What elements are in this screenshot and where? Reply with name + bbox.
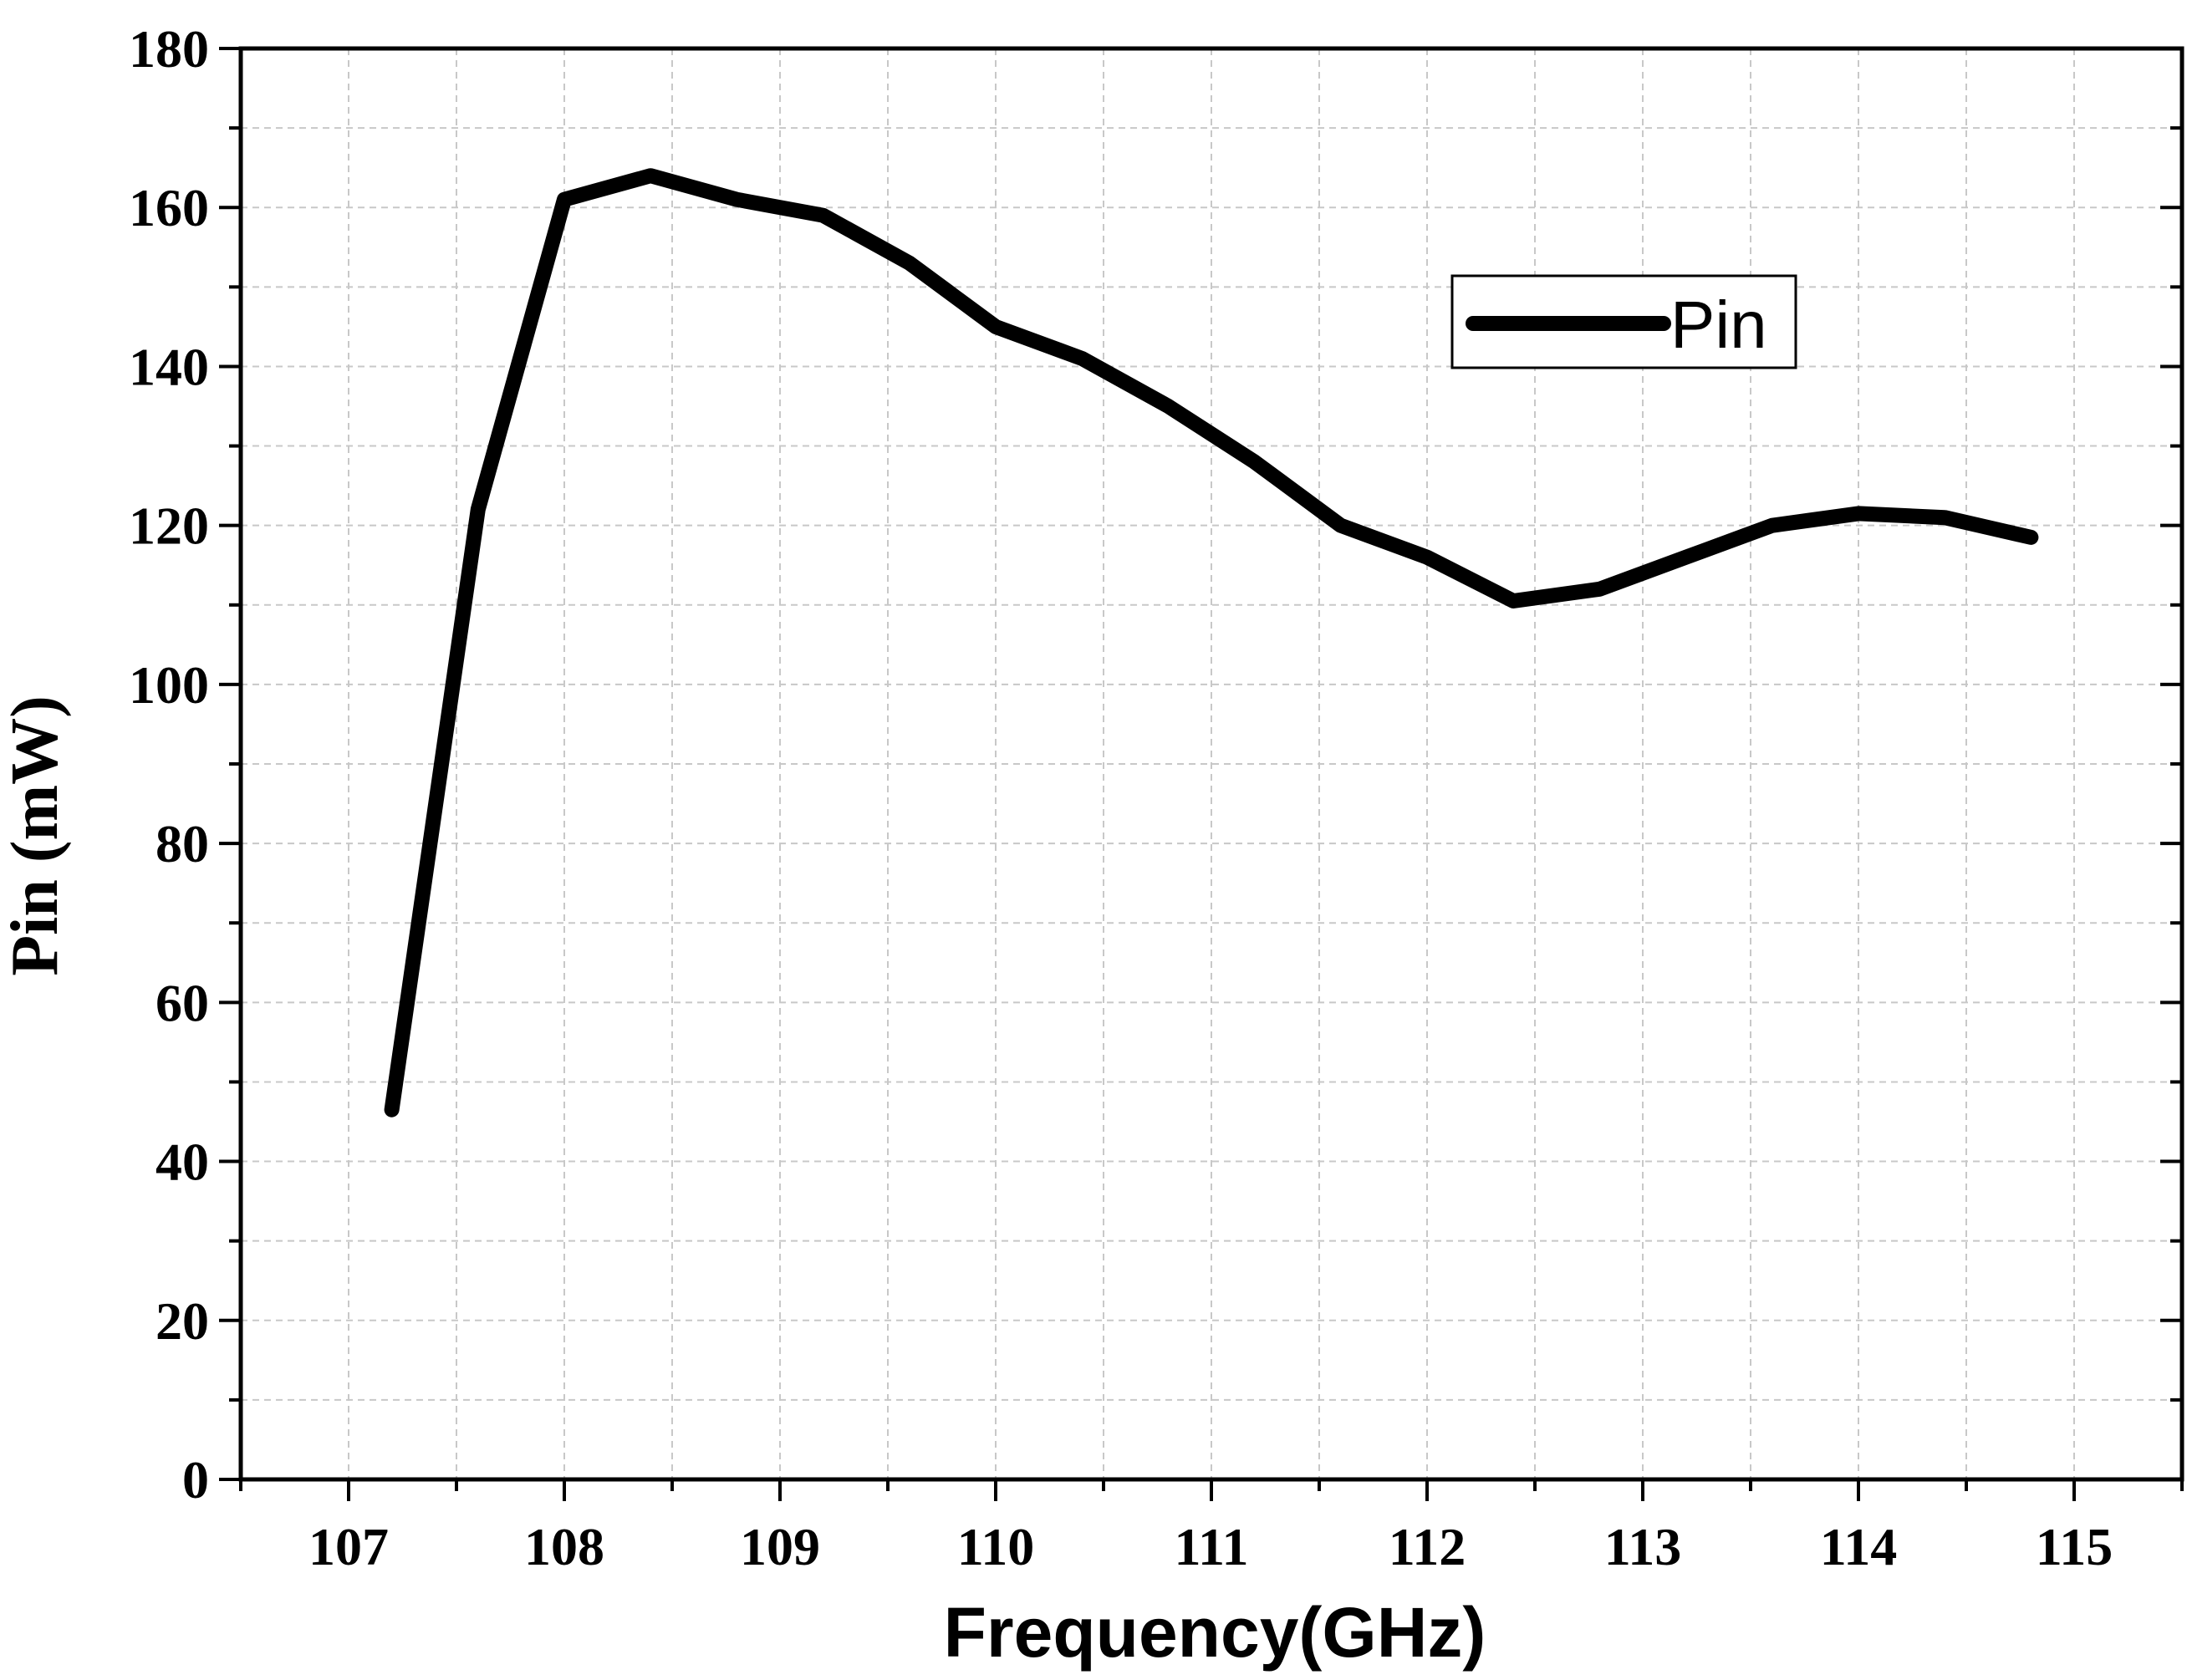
x-tick-label: 115 <box>2036 1517 2113 1576</box>
y-tick-label: 20 <box>155 1291 209 1351</box>
x-tick-label: 113 <box>1604 1517 1681 1576</box>
y-tick-label: 80 <box>155 814 209 873</box>
y-tick-label: 100 <box>129 655 209 715</box>
x-tick-label: 111 <box>1175 1517 1249 1576</box>
tick-labels: 107 108 109 110 111 112 113 114 115 0 20 40 60 80 100 1… <box>129 19 2113 1576</box>
x-tick-label: 108 <box>524 1517 604 1576</box>
y-tick-label: 0 <box>182 1450 209 1509</box>
series-layer <box>384 168 2039 1117</box>
y-tick-label: 140 <box>129 337 209 396</box>
axis-ticks <box>219 47 2184 1501</box>
legend: Pin <box>1450 274 1797 369</box>
x-tick-label: 109 <box>740 1517 820 1576</box>
y-tick-label: 40 <box>155 1133 209 1192</box>
series-line-pin <box>384 168 2039 1117</box>
x-tick-label: 110 <box>957 1517 1034 1576</box>
x-axis-label: Frequency(GHz) <box>944 1593 1486 1672</box>
y-tick-label: 60 <box>155 973 209 1032</box>
y-axis-label: Pin (mW) <box>0 695 72 976</box>
grid-lines <box>240 48 2183 1480</box>
plot-frame <box>238 46 2184 1482</box>
x-tick-label: 107 <box>308 1517 389 1576</box>
y-tick-label: 120 <box>129 496 209 556</box>
x-tick-label: 112 <box>1389 1517 1466 1576</box>
y-tick-label: 160 <box>129 178 209 237</box>
y-tick-label: 180 <box>129 19 209 79</box>
legend-label-pin: Pin <box>1670 288 1767 362</box>
x-tick-label: 114 <box>1820 1517 1897 1576</box>
